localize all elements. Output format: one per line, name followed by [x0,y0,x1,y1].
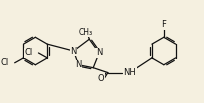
Text: Cl: Cl [24,49,32,57]
Text: N: N [75,60,81,69]
Text: F: F [161,20,165,29]
Text: NH: NH [123,68,136,77]
Text: CH₃: CH₃ [78,28,92,37]
Text: N: N [95,49,102,57]
Text: Cl: Cl [1,58,9,67]
Text: N: N [70,47,76,56]
Text: O: O [97,74,104,83]
